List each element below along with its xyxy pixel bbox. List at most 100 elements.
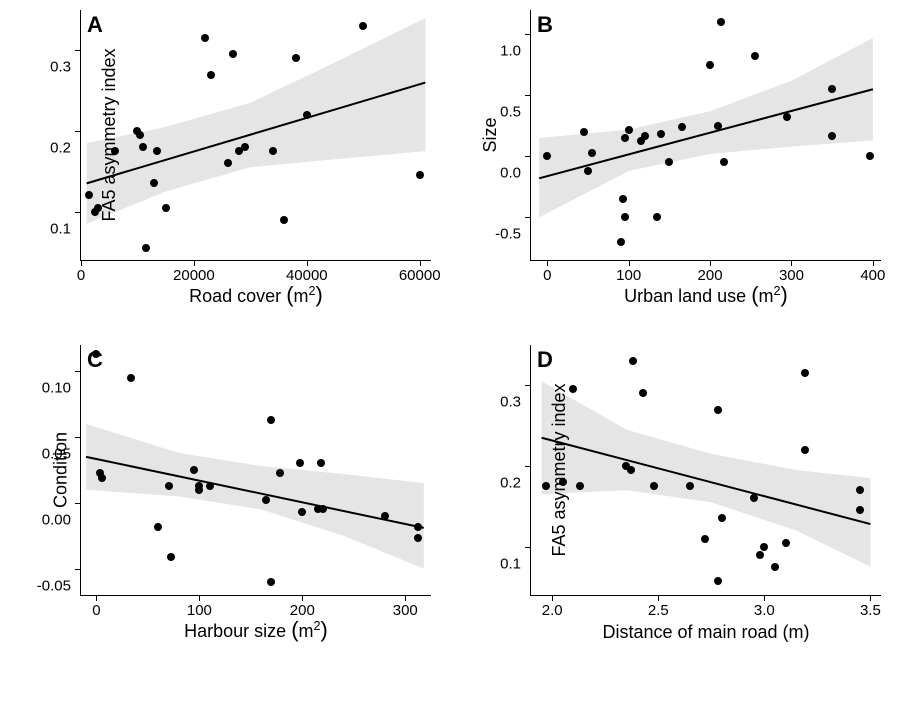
scatter-point [416,171,424,179]
x-tick [870,596,871,601]
y-tick [75,212,80,213]
y-tick-label: 0.1 [50,220,71,237]
x-tick-label: 60000 [399,267,441,284]
x-axis-title: Road cover (m2) [189,282,323,308]
scatter-point [650,482,658,490]
panel-D: 2.02.53.03.50.10.20.3Distance of main ro… [530,345,880,595]
x-tick [710,261,711,266]
scatter-point [142,244,150,252]
x-tick [791,261,792,266]
x-tick [420,261,421,266]
x-tick [873,261,874,266]
y-tick-label: 0.3 [500,394,521,411]
plot-area: 2.02.53.03.50.10.20.3Distance of main ro… [530,345,881,596]
scatter-point [714,406,722,414]
scatter-point [576,482,584,490]
y-tick-label: 0.0 [500,165,521,182]
scatter-point [686,482,694,490]
scatter-point [190,466,198,474]
scatter-point [241,143,249,151]
scatter-point [207,71,215,79]
y-tick [525,385,530,386]
x-tick-label: 2.5 [648,602,669,619]
y-tick-label: -0.5 [495,226,521,243]
scatter-point [280,216,288,224]
scatter-point [657,130,665,138]
scatter-point [162,204,170,212]
scatter-point [621,134,629,142]
y-tick-label: 0.10 [42,380,71,397]
scatter-point [678,123,686,131]
x-tick-label: 0 [92,602,100,619]
y-axis-title: FA5 asymmetry index [549,383,570,556]
scatter-point [543,152,551,160]
scatter-point [276,469,284,477]
scatter-point [154,523,162,531]
panel-label: D [537,347,553,373]
x-tick [81,261,82,266]
scatter-point [718,514,726,522]
scatter-point [136,131,144,139]
y-tick [75,50,80,51]
x-tick-label: 300 [393,602,418,619]
x-tick [552,596,553,601]
scatter-point [167,553,175,561]
scatter-point [206,482,214,490]
y-tick [525,156,530,157]
scatter-point [139,143,147,151]
plot-area: 02000040000600000.10.20.3Road cover (m2)… [80,10,431,261]
scatter-point [224,159,232,167]
y-tick-label: 0.2 [500,474,521,491]
scatter-point [714,577,722,585]
scatter-point [801,446,809,454]
panel-label: B [537,12,553,38]
panel-label: A [87,12,103,38]
scatter-point [665,158,673,166]
scatter-point [262,496,270,504]
y-axis-title: FA5 asymmetry index [99,48,120,221]
scatter-point [584,167,592,175]
x-tick [547,261,548,266]
x-tick-label: 400 [860,267,885,284]
scatter-point [720,158,728,166]
y-tick [75,131,80,132]
y-tick [75,371,80,372]
confidence-band [81,345,431,595]
scatter-point [569,385,577,393]
scatter-point [267,416,275,424]
scatter-point [150,179,158,187]
scatter-point [760,543,768,551]
scatter-point [229,50,237,58]
x-tick-label: 0 [77,267,85,284]
x-tick [302,596,303,601]
x-tick [764,596,765,601]
scatter-point [85,191,93,199]
x-tick [405,596,406,601]
scatter-point [641,132,649,140]
x-tick-label: 3.5 [860,602,881,619]
y-tick-label: 0.1 [500,555,521,572]
scatter-point [269,147,277,155]
scatter-point [296,459,304,467]
scatter-point [617,238,625,246]
scatter-point [627,466,635,474]
scatter-point [828,132,836,140]
y-tick-label: 0.00 [42,511,71,528]
panel-label: C [87,347,103,373]
y-tick [75,503,80,504]
scatter-point [580,128,588,136]
scatter-point [619,195,627,203]
scatter-point [359,22,367,30]
x-tick [194,261,195,266]
scatter-point [866,152,874,160]
scatter-point [303,111,311,119]
y-axis-title: Condition [51,432,72,508]
y-tick-label: 1.0 [500,43,521,60]
y-tick-label: 0.3 [50,59,71,76]
scatter-point [625,126,633,134]
scatter-point [717,18,725,26]
y-tick [525,547,530,548]
x-tick [307,261,308,266]
scatter-point [201,34,209,42]
scatter-point [701,535,709,543]
